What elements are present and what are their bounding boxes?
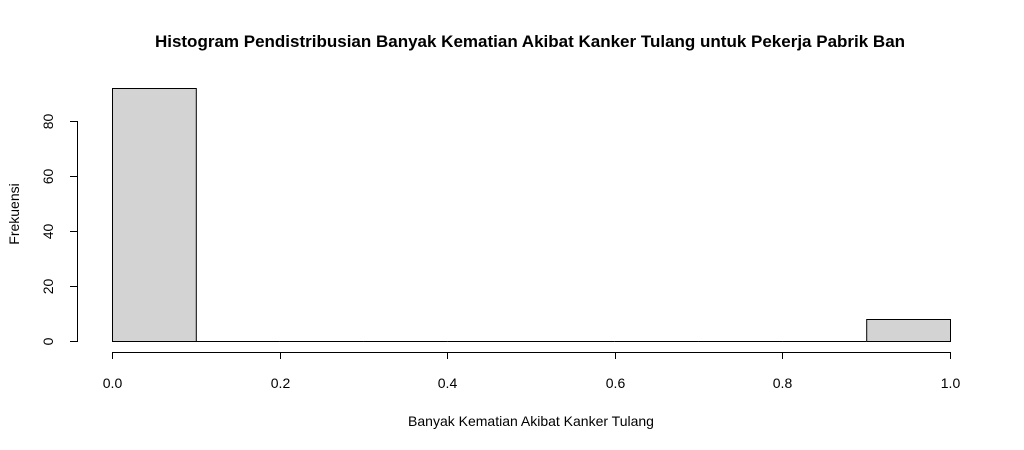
histogram-bar-9 [866, 319, 952, 342]
y-axis-label: Frekuensi [6, 183, 22, 244]
x-tick-label-2: 0.4 [438, 375, 458, 391]
chart-title: Histogram Pendistribusian Banyak Kematia… [155, 32, 905, 51]
y-tick-label-4: 80 [40, 114, 56, 130]
y-tick-label-1: 20 [40, 279, 56, 295]
histogram-bar-0 [112, 88, 197, 342]
x-tick-label-4: 0.8 [773, 375, 793, 391]
y-axis: 0 20 40 60 80 [40, 114, 78, 345]
x-axis-label: Banyak Kematian Akibat Kanker Tulang [408, 413, 654, 429]
x-tick-label-5: 1.0 [941, 375, 961, 391]
y-tick-label-0: 0 [40, 337, 56, 345]
x-tick-label-3: 0.6 [606, 375, 626, 391]
bars-group [112, 88, 952, 342]
x-axis: 0.0 0.2 0.4 0.6 0.8 1.0 [103, 352, 961, 391]
x-tick-label-0: 0.0 [103, 375, 123, 391]
y-tick-label-2: 40 [40, 224, 56, 240]
y-tick-label-3: 60 [40, 169, 56, 185]
x-tick-label-1: 0.2 [271, 375, 291, 391]
